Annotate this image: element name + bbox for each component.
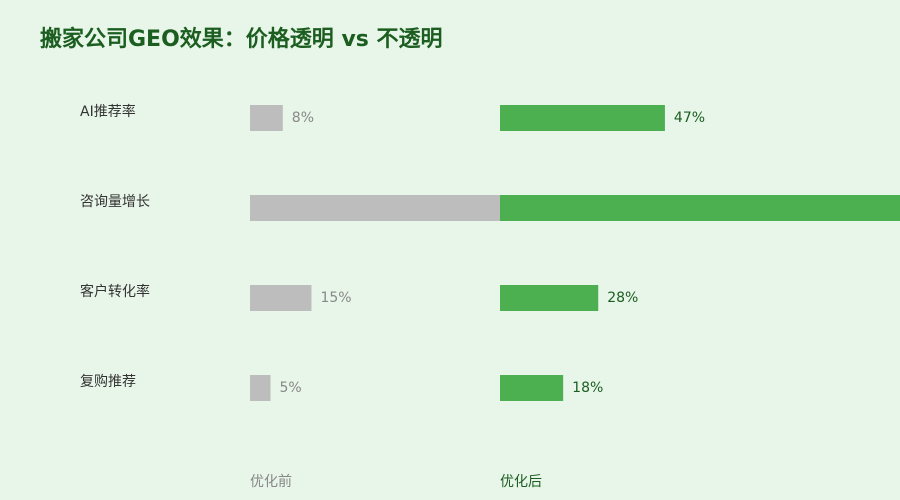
bar <box>500 105 665 131</box>
category-label: 客户转化率 <box>80 283 150 300</box>
chart-title: 搬家公司GEO效果：价格透明 vs 不透明 <box>40 26 443 52</box>
value-label: 15% <box>320 290 351 306</box>
bar <box>250 195 505 221</box>
category-label: AI推荐率 <box>80 103 136 120</box>
category-label: 咨询量增长 <box>80 194 150 210</box>
legend-label: 优化前 <box>250 473 292 490</box>
bar <box>500 285 599 311</box>
category-label: 复购推荐 <box>80 373 136 390</box>
bar <box>500 195 900 221</box>
value-label: 8% <box>292 110 314 126</box>
bar <box>250 375 271 401</box>
bar <box>500 375 564 401</box>
legend-label: 优化后 <box>500 474 542 490</box>
value-label: 18% <box>572 380 603 396</box>
value-label: 28% <box>607 290 638 306</box>
bar <box>250 105 283 131</box>
value-label: 47% <box>674 110 705 126</box>
bar <box>250 285 312 311</box>
value-label: 5% <box>279 380 301 396</box>
